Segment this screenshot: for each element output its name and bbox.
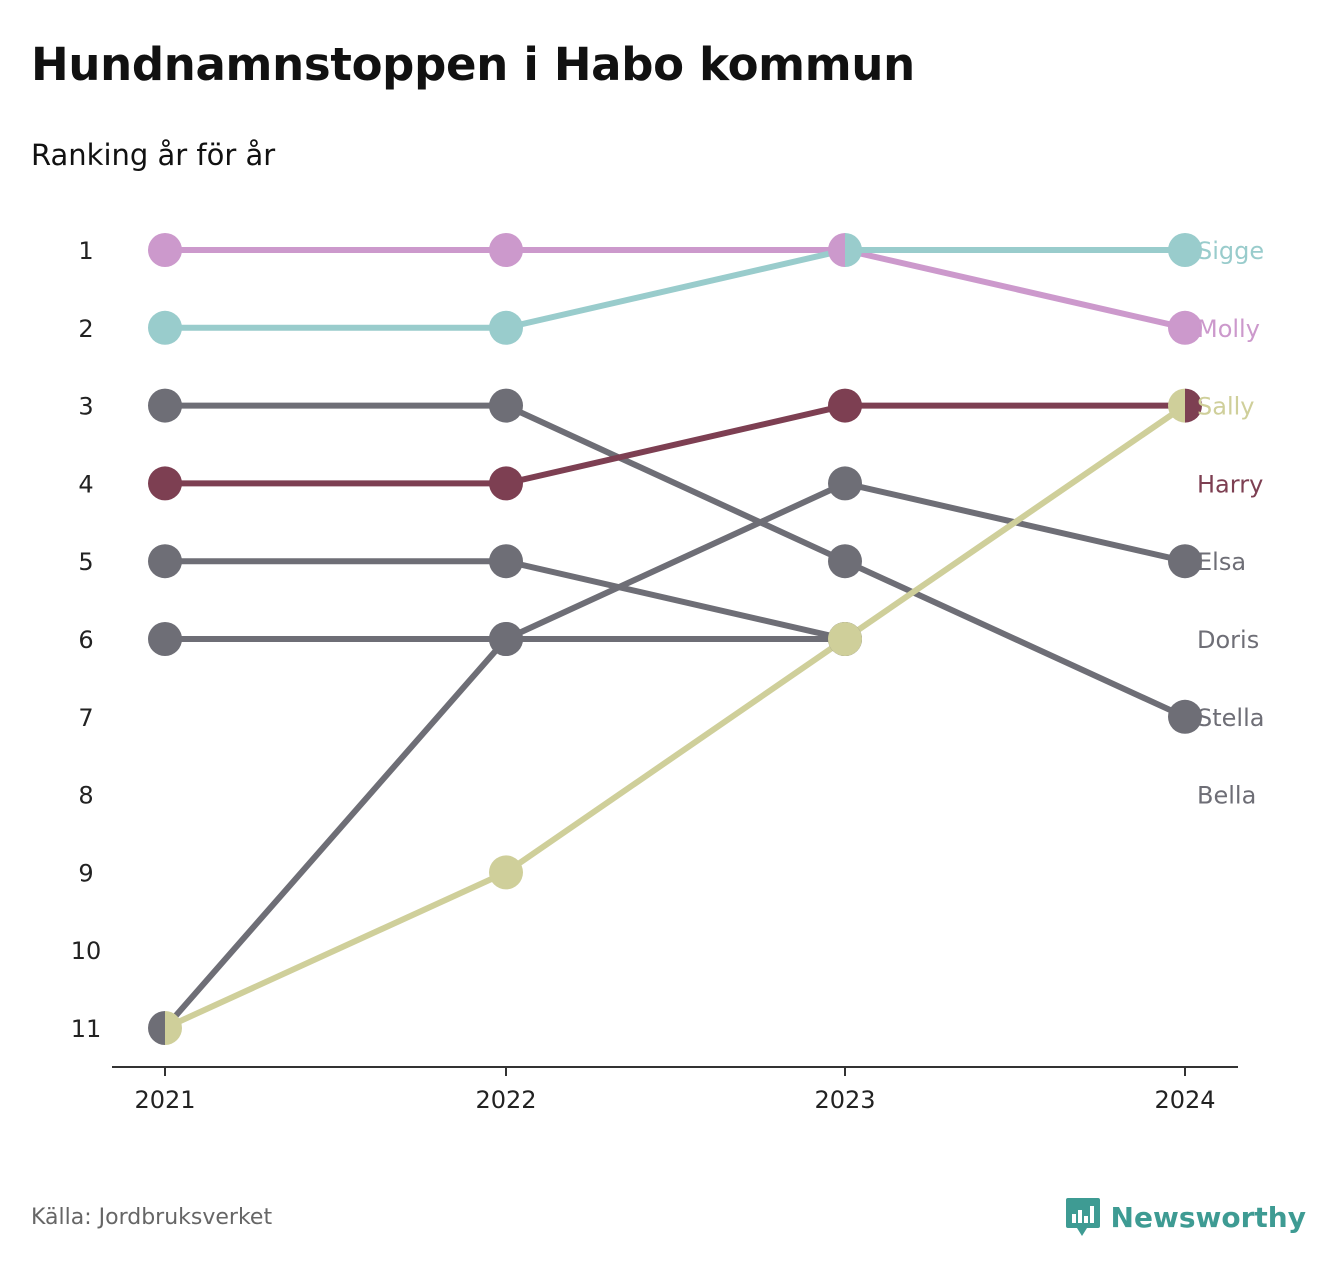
data-point-sally-2021 <box>165 1011 182 1045</box>
end-label-sally: Sally <box>1197 393 1254 421</box>
brand-logo[interactable]: Newsworthy <box>1065 1196 1306 1238</box>
series-line-harry <box>162 402 1188 487</box>
data-point-sally-2022 <box>489 855 523 890</box>
series-line-sigge <box>162 247 1188 331</box>
series-points <box>148 233 1202 1045</box>
data-point-harry-2024 <box>1185 388 1202 423</box>
series-end-labels: Sigge Molly Sally Harry Elsa Doris Stella Bella <box>1197 237 1264 810</box>
data-point-elsa-2024 <box>1168 699 1202 734</box>
data-point-stella-2023 <box>828 466 862 501</box>
x-tick-label-2023: 2023 <box>814 1086 875 1114</box>
series-lines <box>162 247 1188 1031</box>
data-point-sally-2024 <box>1168 388 1185 423</box>
data-point-harry-2023 <box>828 388 862 423</box>
y-tick-label-8: 8 <box>78 782 93 810</box>
data-point-sigge-2022 <box>489 310 523 345</box>
end-label-bella: Bella <box>1197 782 1256 810</box>
data-point-stella-2022 <box>489 622 523 656</box>
data-point-elsa-2022 <box>489 388 523 423</box>
y-tick-label-10: 10 <box>71 937 102 965</box>
y-tick-label-6: 6 <box>78 626 93 654</box>
series-line-molly <box>162 247 1188 331</box>
data-point-bella-2021 <box>148 622 182 656</box>
data-point-stella-2024 <box>1168 544 1202 579</box>
y-axis-ticks: 1 2 3 4 5 6 7 8 9 10 11 <box>71 237 102 1043</box>
y-tick-label-4: 4 <box>78 470 93 498</box>
data-point-sigge-2024 <box>1168 233 1202 267</box>
series-line-sally <box>162 402 1188 1031</box>
end-label-molly: Molly <box>1197 315 1260 343</box>
chart-subtitle: Ranking år för år <box>31 138 276 172</box>
data-point-doris-2021 <box>148 544 182 579</box>
data-point-sigge-2021 <box>148 310 182 345</box>
data-point-sally-2023 <box>828 622 862 656</box>
source-note: Källa: Jordbruksverket <box>31 1205 273 1230</box>
y-tick-label-11: 11 <box>71 1015 102 1043</box>
brand-name: Newsworthy <box>1110 1200 1306 1234</box>
end-label-harry: Harry <box>1197 470 1263 498</box>
end-label-stella: Stella <box>1197 704 1264 732</box>
y-tick-label-7: 7 <box>78 704 93 732</box>
y-tick-label-9: 9 <box>78 859 93 887</box>
data-point-molly-2023 <box>828 233 845 267</box>
data-point-sigge-2023 <box>845 233 862 267</box>
y-tick-label-5: 5 <box>78 548 93 576</box>
data-point-molly-2021 <box>148 233 182 267</box>
data-point-molly-2022 <box>489 233 523 267</box>
data-point-harry-2022 <box>489 466 523 501</box>
end-label-doris: Doris <box>1197 626 1259 654</box>
data-point-harry-2021 <box>148 466 182 501</box>
y-tick-label-2: 2 <box>78 315 93 343</box>
end-label-elsa: Elsa <box>1197 548 1246 576</box>
newsworthy-logo-icon <box>1065 1198 1100 1236</box>
chart-title: Hundnamnstoppen i Habo kommun <box>31 38 915 91</box>
x-tick-label-2024: 2024 <box>1154 1086 1215 1114</box>
end-label-sigge: Sigge <box>1197 237 1264 265</box>
x-tick-label-2022: 2022 <box>475 1086 536 1114</box>
data-point-molly-2024 <box>1168 310 1202 345</box>
series-line-elsa <box>162 402 1188 720</box>
y-tick-label-1: 1 <box>78 237 93 265</box>
x-axis: 2021 2022 2023 2024 <box>112 1066 1238 1114</box>
data-point-elsa-2023 <box>828 544 862 579</box>
y-tick-label-3: 3 <box>78 393 93 421</box>
x-tick-label-2021: 2021 <box>134 1086 195 1114</box>
data-point-elsa-2021 <box>148 388 182 423</box>
data-point-doris-2022 <box>489 544 523 579</box>
data-point-stella-2021 <box>148 1011 165 1045</box>
